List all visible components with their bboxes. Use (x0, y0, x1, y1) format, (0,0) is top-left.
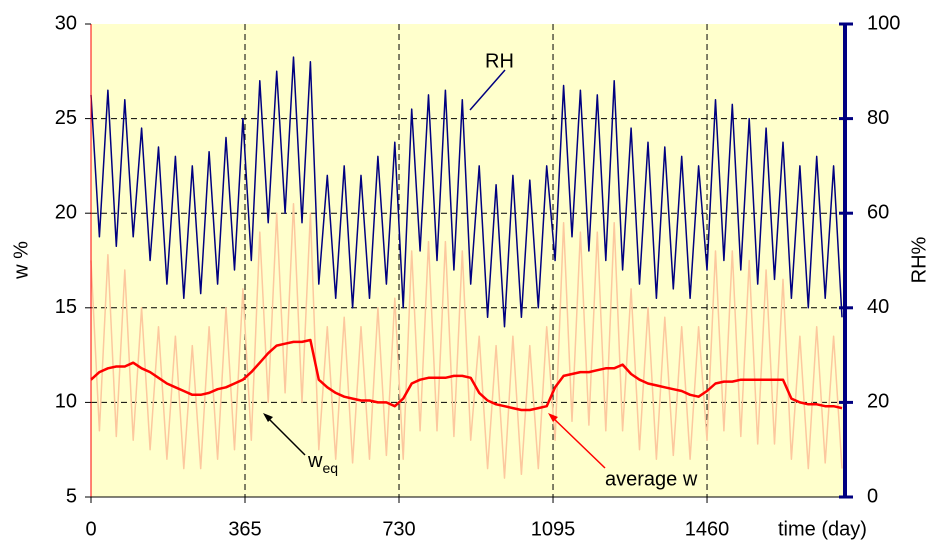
avg-annotation: average w (605, 468, 698, 490)
y-axis-label: w % (10, 241, 32, 280)
series-line (90, 338, 843, 412)
weq-arrowhead (263, 413, 273, 422)
weq-annotation: weq (307, 450, 338, 475)
y-tick-label: 10 (55, 391, 77, 413)
y-tick-label: 25 (55, 107, 77, 129)
avg-pointer (549, 414, 606, 469)
y2-tick-label: 60 (867, 201, 889, 223)
weq-main: w (307, 450, 323, 472)
y2-tick-label: 100 (867, 12, 900, 34)
x-tick-label: 365 (228, 518, 261, 540)
x-tick-label: 0 (85, 518, 96, 540)
x-tick-label: 1095 (531, 518, 576, 540)
marks (90, 56, 843, 479)
x-tick-label: 730 (382, 518, 415, 540)
y2-tick-label: 40 (867, 296, 889, 318)
y2-axis-label: RH% (908, 236, 930, 283)
series-line (90, 202, 843, 479)
y-tick-label: 15 (55, 296, 77, 318)
annotations: RH weq average w (263, 50, 698, 490)
y-tick-label: 5 (66, 485, 77, 507)
weq-pointer (264, 414, 306, 456)
y-tick-label: 20 (55, 201, 77, 223)
series-line (90, 56, 843, 328)
y2-tick-label: 0 (867, 485, 878, 507)
weq-sub: eq (322, 460, 338, 476)
y2-tick-label: 20 (867, 391, 889, 413)
y-tick-label: 30 (55, 12, 77, 34)
avg-arrowhead (548, 413, 558, 422)
x-tick-label: 1460 (685, 518, 730, 540)
y2-tick-label: 80 (867, 107, 889, 129)
rh-pointer (469, 69, 506, 111)
x-axis-label: time (day) (778, 518, 867, 540)
rh-annotation: RH (485, 50, 514, 72)
